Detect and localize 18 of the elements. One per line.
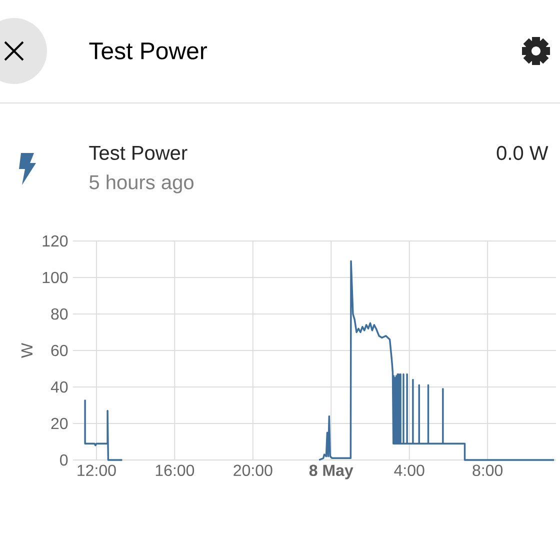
y-tick-label: 100 [42,272,68,284]
text: Test Power [89,146,188,160]
x-tick-label: 4:00 [394,464,424,476]
x-tick-label: 20:00 [234,464,272,476]
y-tick-label: 0 [60,454,68,466]
y-tick-label: 80 [51,308,68,320]
chart-title: Test Power [89,42,207,60]
y-tick-label: 40 [50,381,68,393]
x-tick-label: 12:00 [78,464,116,476]
y-tick-label: 20 [51,418,68,430]
x-tick-label: 16:00 [156,464,194,476]
text: 0.0 W [496,146,548,160]
text: 5 hours ago [90,174,194,194]
x-tick-label: 8 May [309,464,354,480]
x-tick-label: 8:00 [472,464,503,476]
y-tick-label: 120 [42,235,68,247]
y-tick-label: 60 [51,344,68,356]
y-axis-title: W [21,343,32,358]
